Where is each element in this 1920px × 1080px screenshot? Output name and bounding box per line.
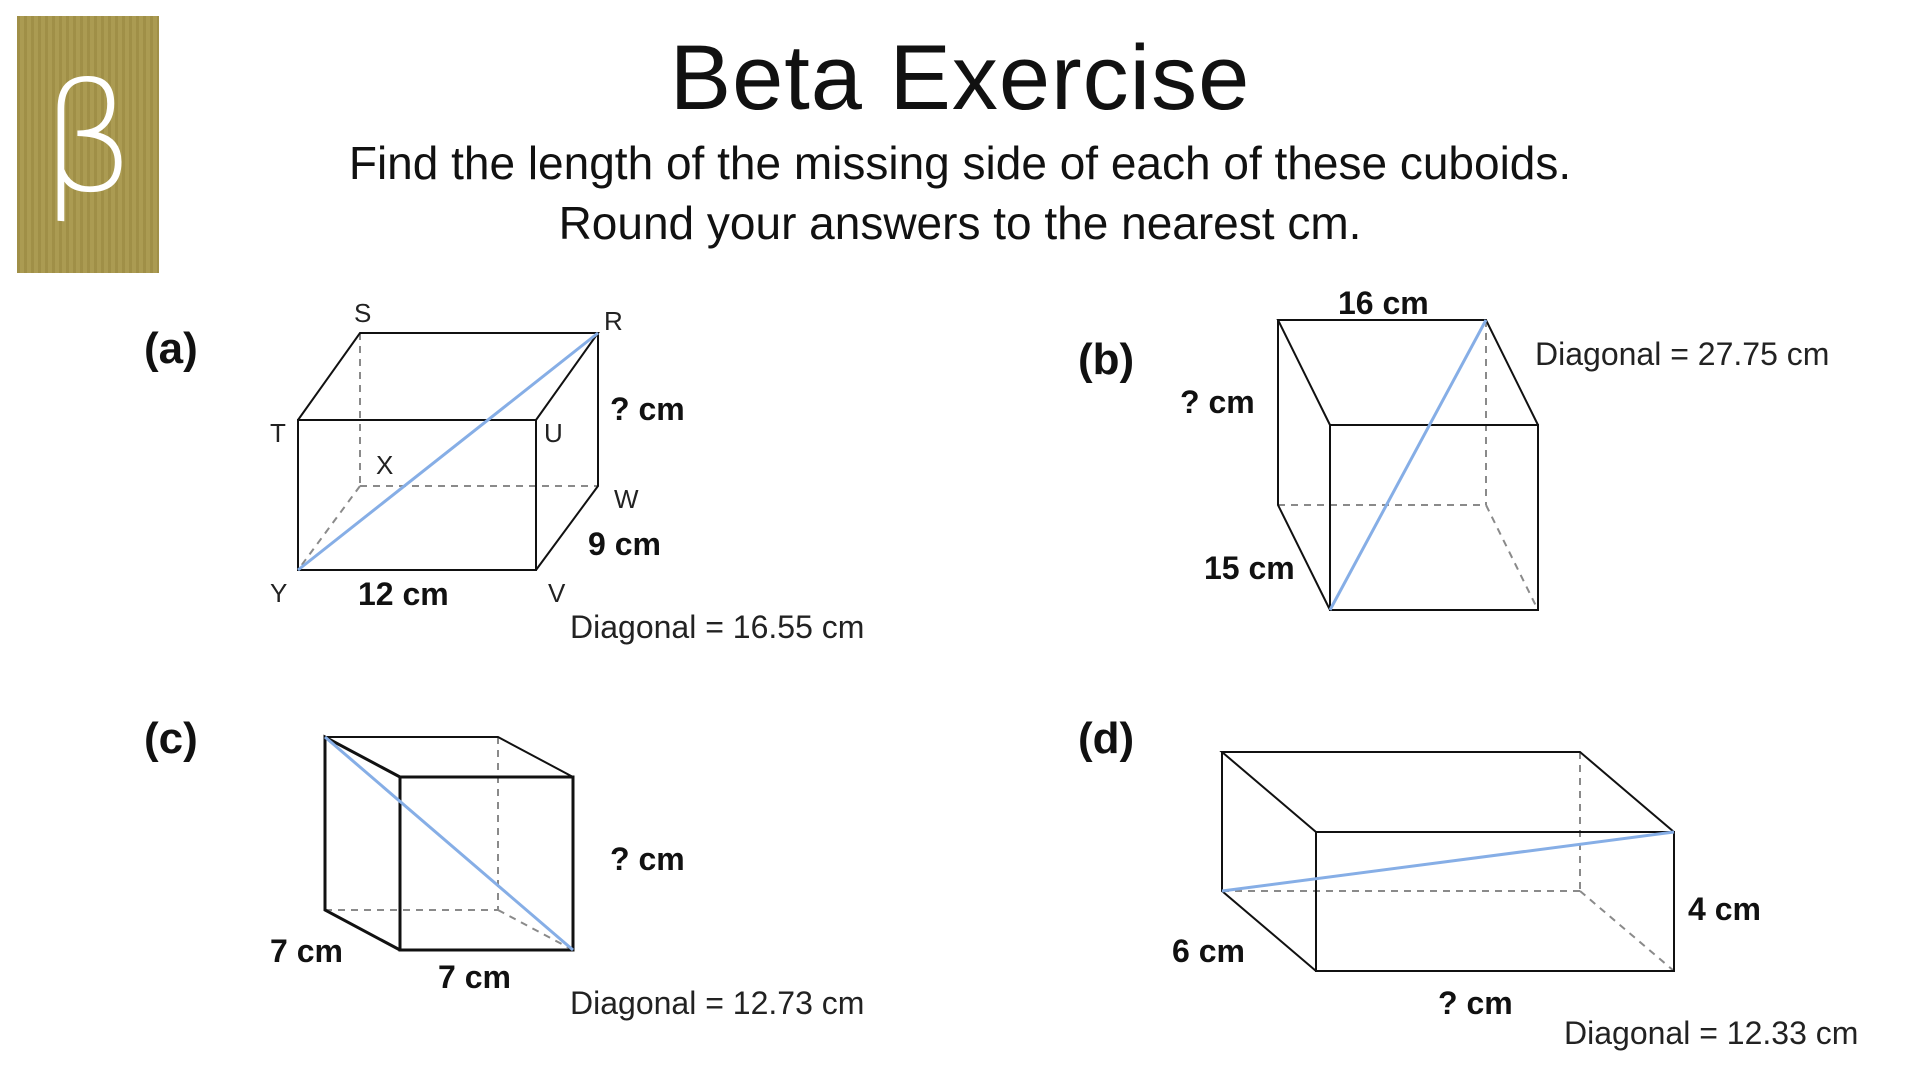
vertex-label-s: S [354, 298, 371, 328]
beta-badge: β [17, 16, 159, 273]
cuboid-d [1219, 751, 1675, 972]
side-label-unknown: ? cm [610, 841, 685, 877]
cuboid-d-top-edges [1219, 751, 1675, 833]
diagonal-label: Diagonal = 12.33 cm [1564, 1015, 1858, 1051]
cuboid-a-front-face [297, 419, 537, 571]
vertex-label-x: X [376, 450, 393, 480]
side-label-depth: 9 cm [588, 526, 661, 562]
side-label-width: 7 cm [438, 959, 511, 995]
vertex-label-w: W [614, 484, 639, 514]
side-label-width: 16 cm [1338, 285, 1429, 321]
vertex-label-r: R [604, 306, 623, 336]
cuboid-a-back-edges [535, 333, 599, 571]
problem-d: (d) 6 cm 4 cm ? cm Diagonal = 12.33 cm [1078, 714, 1858, 1051]
instruction-line-2: Round your answers to the nearest cm. [558, 197, 1362, 249]
problem-c: (c) 7 cm 7 cm ? cm Diagonal = 12.73 cm [144, 714, 864, 1021]
cuboid-c-space-diagonal [324, 735, 574, 952]
cuboid-d-space-diagonal [1221, 830, 1675, 893]
cuboid-a-top-edges [297, 332, 600, 421]
cuboid-b-top-edges [1276, 319, 1539, 426]
problem-b-label: (b) [1078, 335, 1134, 384]
side-label-height: 4 cm [1688, 891, 1761, 927]
cuboid-c-top-edges [325, 736, 574, 778]
cuboid-a-space-diagonal [297, 331, 599, 572]
page-title: Beta Exercise [669, 27, 1251, 129]
cuboid-b-space-diagonal [1328, 319, 1488, 611]
side-label-unknown: ? cm [1180, 384, 1255, 420]
cuboid-c-left-face [323, 734, 401, 952]
problem-b: (b) 16 cm 15 cm ? cm Diagonal = 27.75 cm [1078, 285, 1829, 611]
side-label-depth: 7 cm [270, 933, 343, 969]
cuboid-b-left-edges [1277, 320, 1331, 611]
cuboid-b [1276, 319, 1539, 611]
cuboid-a-hidden-edge [297, 485, 361, 571]
problem-a: (a) S R T U X W Y V 12 cm 9 cm ? cm Diag… [144, 298, 864, 645]
vertex-label-v: V [548, 578, 566, 608]
diagonal-label: Diagonal = 16.55 cm [570, 609, 864, 645]
problem-d-label: (d) [1078, 714, 1134, 763]
side-label-depth: 15 cm [1204, 550, 1295, 586]
vertex-label-y: Y [270, 578, 287, 608]
vertex-label-u: U [544, 418, 563, 448]
cuboid-a [297, 331, 600, 572]
beta-symbol: β [40, 52, 136, 226]
side-label-unknown: ? cm [610, 391, 685, 427]
instruction-line-1: Find the length of the missing side of e… [348, 137, 1572, 189]
diagonal-label: Diagonal = 27.75 cm [1535, 336, 1829, 372]
diagonal-label: Diagonal = 12.73 cm [570, 985, 864, 1021]
side-label-length: 12 cm [358, 576, 449, 612]
cuboid-c-hidden-edge [497, 909, 574, 951]
cuboid-d-front-face [1315, 831, 1675, 972]
cuboid-d-hidden-edge [1579, 890, 1675, 972]
problem-c-label: (c) [144, 714, 198, 763]
problem-a-label: (a) [144, 324, 198, 373]
cuboid-c [323, 734, 575, 952]
side-label-unknown: ? cm [1438, 985, 1513, 1021]
cuboid-b-front-face [1329, 424, 1539, 611]
side-label-depth: 6 cm [1172, 933, 1245, 969]
cuboid-c-front-face [398, 775, 575, 952]
vertex-label-t: T [270, 418, 286, 448]
cuboid-b-hidden-edge [1485, 504, 1539, 611]
